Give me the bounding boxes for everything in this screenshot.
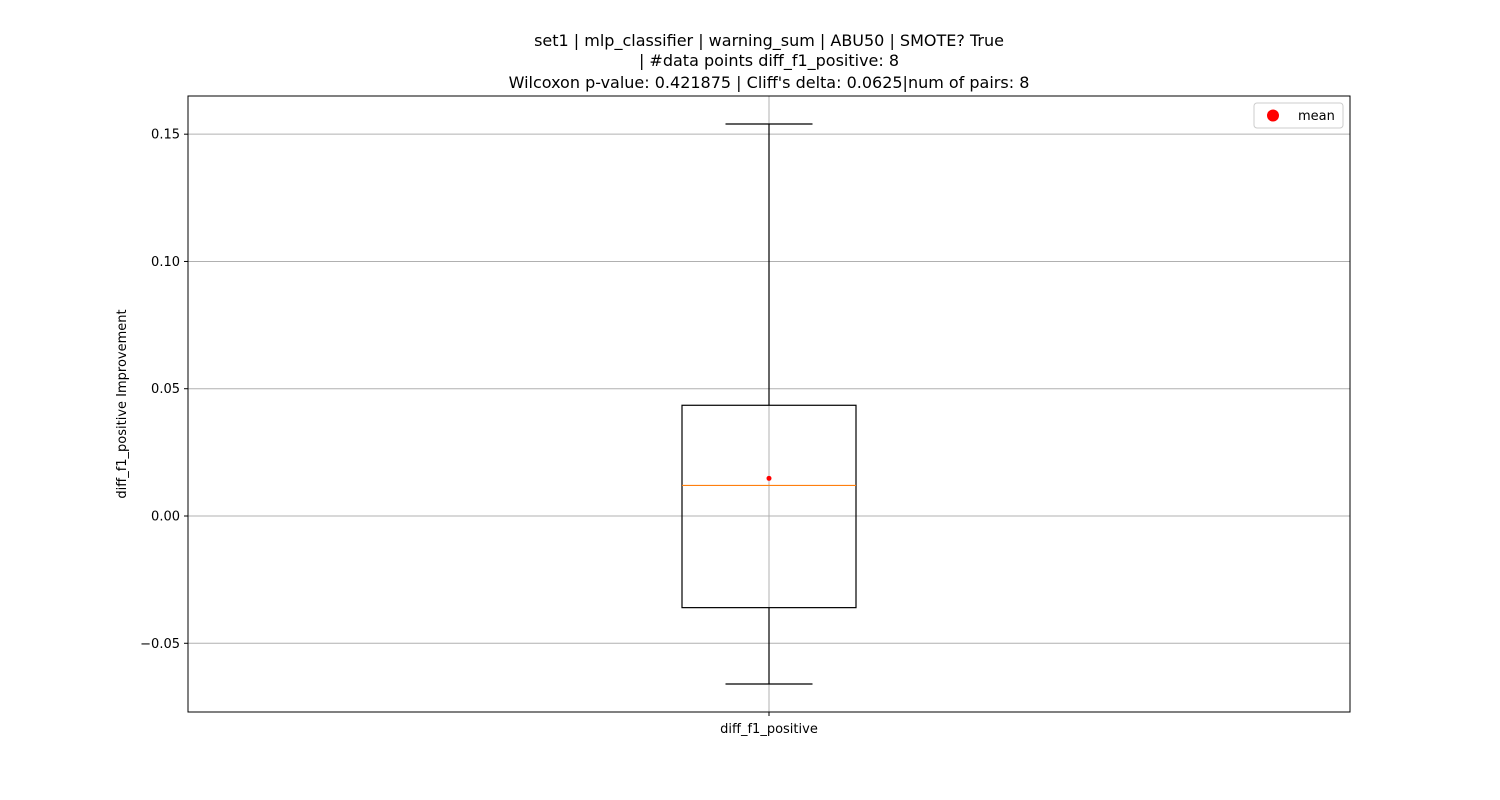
- title-line-3: Wilcoxon p-value: 0.421875 | Cliff's del…: [509, 73, 1030, 92]
- y-tick-label: −0.05: [140, 637, 180, 652]
- y-axis-label: diff_f1_positive Improvement: [115, 309, 130, 498]
- chart-title: set1 | mlp_classifier | warning_sum | AB…: [509, 31, 1030, 92]
- y-tick-label: 0.05: [151, 382, 180, 397]
- x-tick-label: diff_f1_positive: [720, 722, 818, 737]
- legend-mean-label: mean: [1298, 109, 1335, 124]
- x-axis-ticks: diff_f1_positive: [720, 712, 818, 737]
- iqr-box: [681, 404, 857, 609]
- title-line-2: | #data points diff_f1_positive: 8: [639, 51, 899, 71]
- legend-frame: [1253, 102, 1344, 129]
- legend: mean: [1253, 102, 1344, 129]
- mean-marker: [766, 475, 772, 481]
- y-tick-label: 0.10: [151, 255, 180, 270]
- y-axis-ticks: −0.05 0.00 0.05 0.10 0.15: [140, 128, 188, 652]
- title-line-1: set1 | mlp_classifier | warning_sum | AB…: [534, 31, 1004, 51]
- y-tick-label: 0.00: [151, 510, 180, 525]
- y-tick-label: 0.15: [151, 128, 180, 143]
- box-layer: [681, 123, 857, 685]
- legend-mean-marker: [1267, 109, 1279, 122]
